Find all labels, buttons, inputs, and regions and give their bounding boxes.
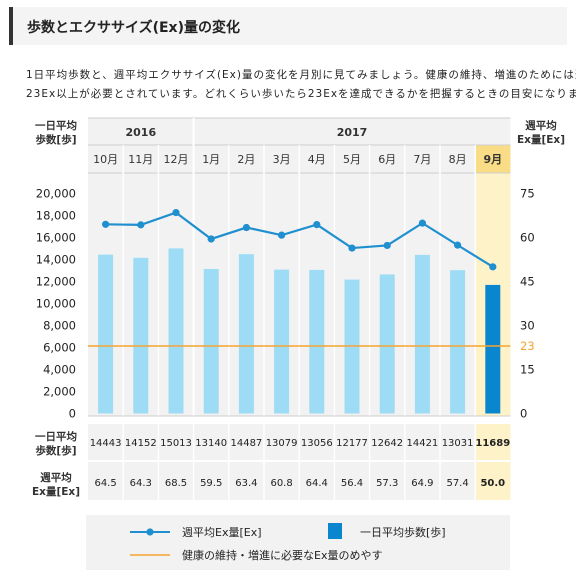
left-tick-label: 18,000	[36, 209, 76, 223]
step-bar	[169, 248, 184, 413]
legend-ref-label: 健康の維持・増進に必要なEx量のめやす	[182, 548, 382, 562]
left-tick-label: 14,000	[36, 253, 76, 267]
left-tick-label: 4,000	[43, 363, 76, 377]
month-label: 10月	[93, 153, 118, 166]
right-tick-label: 0	[520, 407, 527, 421]
step-bar	[309, 270, 324, 414]
month-label: 11月	[128, 153, 153, 166]
left-tick-label: 20,000	[36, 187, 76, 201]
month-label: 9月	[483, 153, 502, 166]
right-tick-label: 75	[520, 187, 535, 201]
table-ex-cell: 57.3	[376, 478, 398, 489]
right-axis-label-line1: 週平均	[525, 119, 557, 132]
table-ex-cell: 57.4	[446, 478, 468, 489]
legend-bar-swatch	[328, 523, 342, 539]
table-row2-label-line1: 週平均	[40, 471, 72, 484]
right-tick-label: 23	[520, 339, 535, 353]
legend-bar-label: 一日平均歩数[歩]	[360, 525, 446, 539]
table-ex-cell: 64.5	[94, 478, 116, 489]
step-bar	[485, 285, 500, 414]
table-steps-cell: 14443	[90, 438, 122, 449]
ex-point	[243, 224, 250, 231]
left-tick-label: 6,000	[43, 341, 76, 355]
left-tick-label: 0	[69, 407, 76, 421]
table-ex-cell: 64.4	[306, 478, 328, 489]
left-tick-label: 8,000	[43, 319, 76, 333]
step-bar	[450, 270, 465, 413]
left-axis-label-line2: 歩数[歩]	[35, 133, 76, 146]
table-ex-cell: 68.5	[165, 478, 187, 489]
month-label: 2月	[237, 153, 255, 166]
ex-point	[419, 220, 426, 227]
ex-point	[454, 242, 461, 249]
table-steps-cell: 14421	[406, 438, 438, 449]
ex-point	[384, 242, 391, 249]
table-steps-cell: 15013	[160, 438, 192, 449]
left-tick-label: 12,000	[36, 275, 76, 289]
step-bar	[98, 255, 113, 414]
month-label: 4月	[308, 153, 326, 166]
right-axis-label-line2: Ex量[Ex]	[517, 133, 565, 146]
month-label: 5月	[343, 153, 361, 166]
table-ex-cell: 50.0	[480, 478, 505, 489]
step-bar	[239, 254, 254, 413]
month-label: 7月	[413, 153, 431, 166]
table-ex-cell: 59.5	[200, 478, 222, 489]
table-steps-cell: 13140	[195, 438, 227, 449]
step-bar	[380, 274, 395, 413]
table-steps-cell: 13031	[442, 438, 474, 449]
table-steps-cell: 14487	[230, 438, 262, 449]
month-label: 12月	[164, 153, 189, 166]
month-label: 3月	[273, 153, 291, 166]
table-steps-cell: 13079	[266, 438, 298, 449]
table-ex-cell: 60.8	[270, 478, 292, 489]
step-bar	[274, 270, 289, 414]
right-tick-label: 15	[520, 363, 535, 377]
step-bar	[415, 255, 430, 414]
table-row2-label-line2: Ex量[Ex]	[32, 485, 80, 498]
legend-line-label: 週平均Ex量[Ex]	[182, 526, 262, 539]
table-steps-cell: 12177	[336, 438, 368, 449]
month-label: 1月	[202, 153, 220, 166]
table-steps-cell: 14152	[125, 438, 157, 449]
year-label-2017: 2017	[337, 126, 368, 139]
table-ex-cell: 63.4	[235, 478, 257, 489]
left-axis-label-line1: 一日平均	[35, 119, 77, 132]
left-tick-label: 16,000	[36, 231, 76, 245]
table-row1-label-line1: 一日平均	[35, 430, 77, 443]
table-ex-cell: 64.3	[130, 478, 152, 489]
right-tick-label: 45	[520, 275, 535, 289]
ex-point	[102, 221, 109, 228]
table-row1-label-line2: 歩数[歩]	[35, 444, 76, 457]
month-label: 6月	[378, 153, 396, 166]
left-tick-label: 10,000	[36, 297, 76, 311]
year-label-2016: 2016	[125, 126, 156, 139]
table-steps-cell: 13056	[301, 438, 333, 449]
ex-point	[278, 232, 285, 239]
table-steps-cell: 11689	[475, 438, 510, 449]
ex-point	[313, 221, 320, 228]
ex-point	[172, 209, 179, 216]
table-ex-cell: 56.4	[341, 478, 363, 489]
legend-line-marker	[146, 528, 153, 535]
ex-point	[137, 221, 144, 228]
ex-point	[208, 235, 215, 242]
right-tick-label: 60	[520, 231, 535, 245]
right-tick-label: 30	[520, 319, 535, 333]
step-bar	[204, 269, 219, 414]
left-tick-label: 2,000	[43, 385, 76, 399]
month-label: 8月	[449, 153, 467, 166]
ex-point	[489, 263, 496, 270]
table-steps-cell: 12642	[371, 438, 403, 449]
ex-point	[348, 244, 355, 251]
table-ex-cell: 64.9	[411, 478, 433, 489]
step-bar	[133, 258, 148, 414]
